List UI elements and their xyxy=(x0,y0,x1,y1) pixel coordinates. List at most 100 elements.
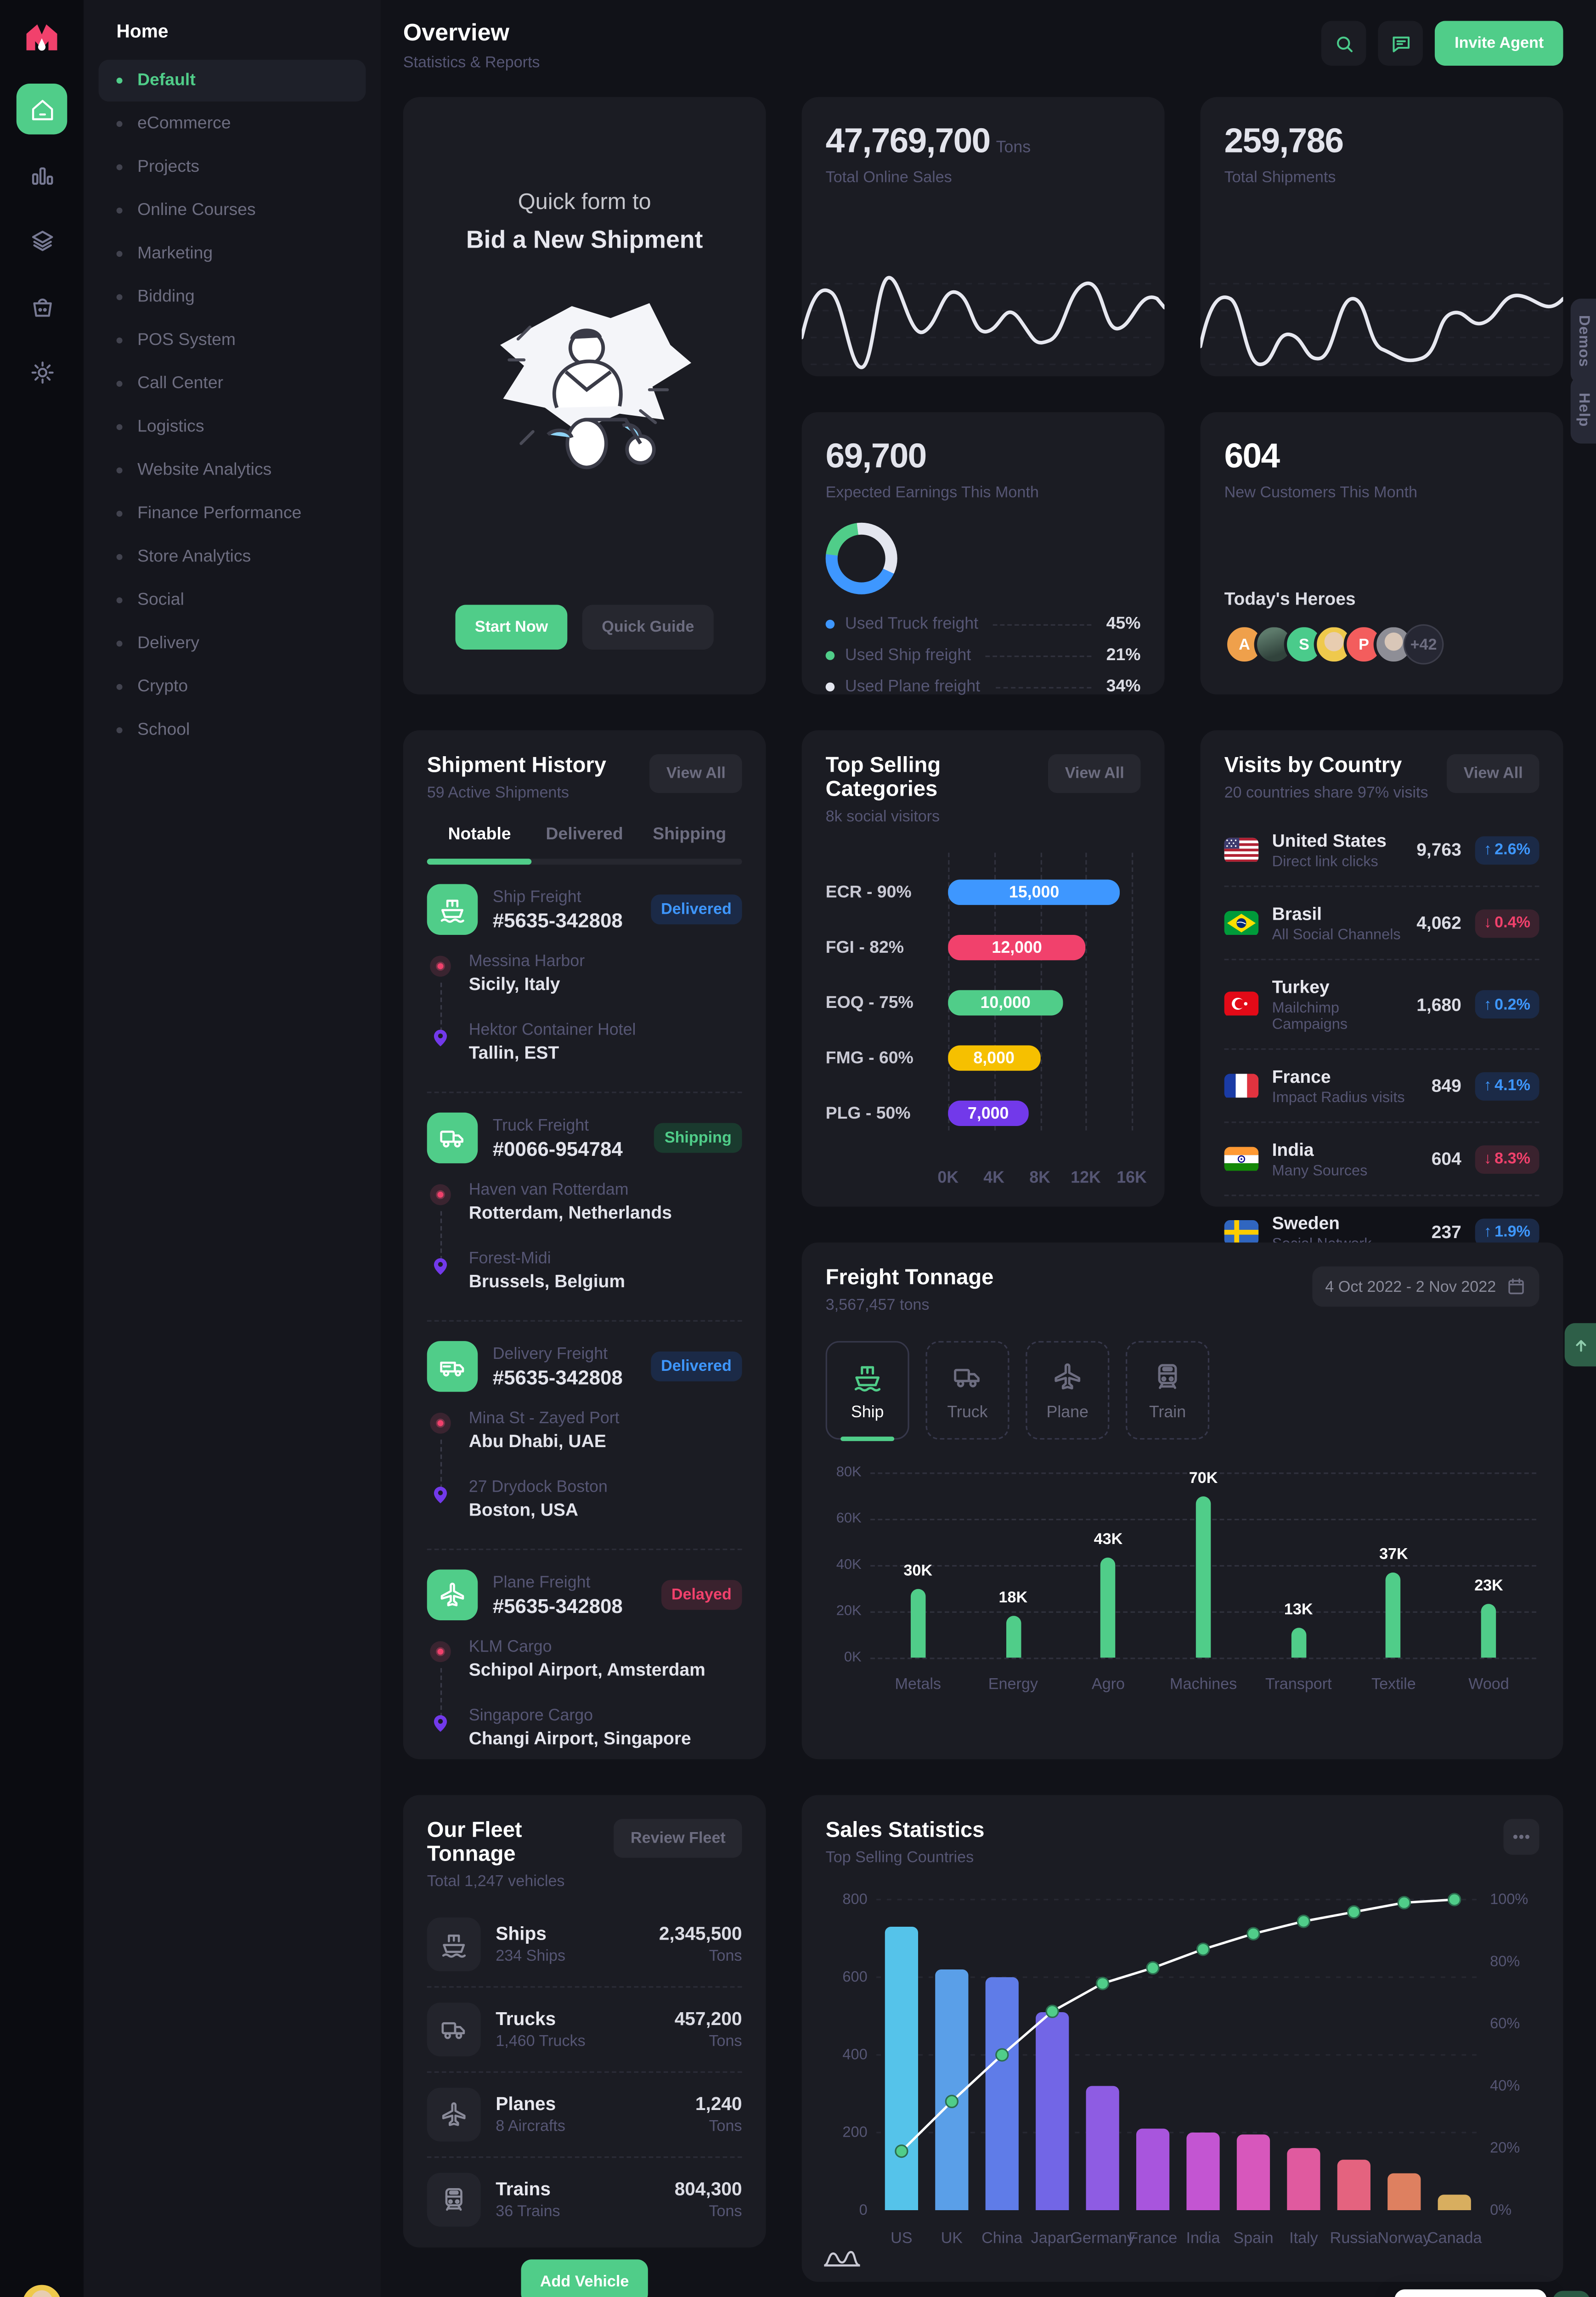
pareto-marker[interactable] xyxy=(1448,1893,1461,1907)
visit-country[interactable]: Brasil xyxy=(1272,903,1322,924)
date-range-picker[interactable]: 4 Oct 2022 - 2 Nov 2022 xyxy=(1312,1266,1540,1307)
freight-bar[interactable] xyxy=(1386,1572,1401,1658)
shipment-number[interactable]: #5635-342808 xyxy=(492,1365,623,1388)
invite-agent-button[interactable]: Invite Agent xyxy=(1435,21,1563,66)
rail-bar-chart-icon[interactable] xyxy=(17,149,68,200)
freight-bar-slot: 13K Transport xyxy=(1251,1472,1346,1693)
category-bar[interactable]: 10,000 xyxy=(948,990,1063,1016)
pareto-marker[interactable] xyxy=(995,2048,1009,2062)
chat-button[interactable] xyxy=(1378,21,1423,66)
freight-tab-plane[interactable]: Plane xyxy=(1026,1341,1110,1440)
freight-bar[interactable] xyxy=(1291,1627,1306,1658)
visit-country[interactable]: United States xyxy=(1272,829,1387,851)
search-button[interactable] xyxy=(1321,21,1367,66)
pareto-bar[interactable] xyxy=(1438,2195,1471,2211)
visit-country[interactable]: Sweden xyxy=(1272,1211,1340,1233)
fleet-name[interactable]: Trains xyxy=(496,2178,551,2200)
rail-basket-icon[interactable] xyxy=(17,281,68,332)
pareto-marker[interactable] xyxy=(1297,1914,1311,1928)
fleet-name[interactable]: Planes xyxy=(496,2093,556,2115)
rail-gear-icon[interactable] xyxy=(17,346,68,397)
visit-country[interactable]: France xyxy=(1272,1065,1331,1086)
pareto-marker[interactable] xyxy=(1246,1927,1260,1941)
pareto-marker[interactable] xyxy=(895,2144,908,2158)
rail-layers-icon[interactable] xyxy=(17,215,68,266)
scroll-top-button[interactable] xyxy=(1552,2291,1590,2297)
pareto-bar[interactable] xyxy=(1236,2134,1270,2211)
shipment-number[interactable]: #5635-342808 xyxy=(492,1594,623,1617)
sidebar-item-social[interactable]: Social xyxy=(99,579,366,621)
customize-button[interactable]: Customize xyxy=(1395,2289,1547,2297)
sidebar-item-pos-system[interactable]: POS System xyxy=(99,320,366,362)
visit-country[interactable]: India xyxy=(1272,1138,1314,1160)
fleet-name[interactable]: Trucks xyxy=(496,2008,556,2030)
sidebar-item-bidding[interactable]: Bidding xyxy=(99,276,366,318)
demos-edge-tab[interactable]: Demos xyxy=(1570,299,1596,384)
user-avatar[interactable] xyxy=(22,2285,62,2297)
scroll-up-edge-button[interactable] xyxy=(1564,1323,1596,1367)
add-vehicle-button[interactable]: Add Vehicle xyxy=(520,2259,649,2297)
help-edge-tab[interactable]: Help xyxy=(1570,376,1596,444)
pareto-bar[interactable] xyxy=(1287,2148,1320,2211)
shipment-history-view-all-button[interactable]: View All xyxy=(650,754,742,793)
category-bar[interactable]: 7,000 xyxy=(948,1100,1029,1126)
fleet-name[interactable]: Ships xyxy=(496,1923,547,1945)
sidebar-item-website-analytics[interactable]: Website Analytics xyxy=(99,449,366,491)
pareto-marker[interactable] xyxy=(1347,1905,1361,1919)
category-bar[interactable]: 8,000 xyxy=(948,1045,1040,1071)
pareto-bar[interactable] xyxy=(1136,2128,1170,2211)
sidebar-item-marketing[interactable]: Marketing xyxy=(99,233,366,275)
fleet-name-block: Trains 36 Trains xyxy=(496,2179,560,2221)
hero-avatar-more[interactable]: +42 xyxy=(1403,624,1444,665)
visits-view-all-button[interactable]: View All xyxy=(1447,754,1540,793)
freight-tab-ship[interactable]: Ship xyxy=(825,1341,909,1441)
freight-bar[interactable] xyxy=(1100,1558,1116,1658)
sidebar-item-crypto[interactable]: Crypto xyxy=(99,666,366,708)
sidebar-item-online-courses[interactable]: Online Courses xyxy=(99,190,366,232)
pareto-bar[interactable] xyxy=(1186,2132,1220,2211)
pareto-marker[interactable] xyxy=(1096,1976,1110,1991)
pareto-marker[interactable] xyxy=(1146,1961,1160,1975)
pareto-marker[interactable] xyxy=(1196,1942,1210,1956)
freight-bar[interactable] xyxy=(1005,1616,1021,1658)
sidebar-item-school[interactable]: School xyxy=(99,709,366,751)
shipment-number[interactable]: #0066-954784 xyxy=(492,1137,623,1160)
sales-stats-menu-button[interactable] xyxy=(1503,1819,1540,1855)
sidebar-item-logistics[interactable]: Logistics xyxy=(99,406,366,448)
top-categories-view-all-button[interactable]: View All xyxy=(1049,754,1141,793)
sidebar-item-store-analytics[interactable]: Store Analytics xyxy=(99,536,366,578)
pareto-bar[interactable] xyxy=(1337,2160,1370,2211)
freight-bar[interactable] xyxy=(1196,1495,1211,1658)
shipment-number[interactable]: #5635-342808 xyxy=(492,909,623,931)
pareto-bar[interactable] xyxy=(985,1977,1019,2211)
pareto-bar[interactable] xyxy=(935,1969,969,2211)
pareto-bar[interactable] xyxy=(1036,2012,1069,2211)
app-logo-icon[interactable] xyxy=(23,18,62,57)
pareto-bar[interactable] xyxy=(1086,2086,1119,2211)
category-bar[interactable]: 15,000 xyxy=(948,879,1121,905)
freight-bar[interactable] xyxy=(1481,1604,1496,1658)
sidebar-item-delivery[interactable]: Delivery xyxy=(99,623,366,665)
sidebar-item-ecommerce[interactable]: eCommerce xyxy=(99,103,366,145)
pareto-marker[interactable] xyxy=(945,2094,959,2109)
freight-tab-truck[interactable]: Truck xyxy=(925,1341,1009,1440)
pareto-bar[interactable] xyxy=(1387,2173,1421,2211)
sidebar-item-projects[interactable]: Projects xyxy=(99,147,366,188)
visit-country[interactable]: Turkey xyxy=(1272,976,1330,997)
review-fleet-button[interactable]: Review Fleet xyxy=(614,1819,742,1858)
rail-home-icon[interactable] xyxy=(16,84,68,135)
freight-bar[interactable] xyxy=(910,1588,925,1658)
tab-shipping[interactable]: Shipping xyxy=(653,826,727,844)
tab-delivered[interactable]: Delivered xyxy=(546,826,623,844)
quick-guide-button[interactable]: Quick Guide xyxy=(582,605,714,650)
category-bar[interactable]: 12,000 xyxy=(948,934,1086,961)
freight-tab-train[interactable]: Train xyxy=(1126,1341,1210,1440)
start-now-button[interactable]: Start Now xyxy=(455,605,568,650)
pareto-marker[interactable] xyxy=(1397,1896,1411,1910)
pareto-bar[interactable] xyxy=(885,1927,918,2211)
sidebar-item-call-center[interactable]: Call Center xyxy=(99,363,366,405)
sidebar-item-finance-performance[interactable]: Finance Performance xyxy=(99,493,366,535)
tab-notable[interactable]: Notable xyxy=(448,826,511,844)
sidebar-item-default[interactable]: Default xyxy=(98,60,366,102)
pareto-marker[interactable] xyxy=(1045,2004,1059,2018)
